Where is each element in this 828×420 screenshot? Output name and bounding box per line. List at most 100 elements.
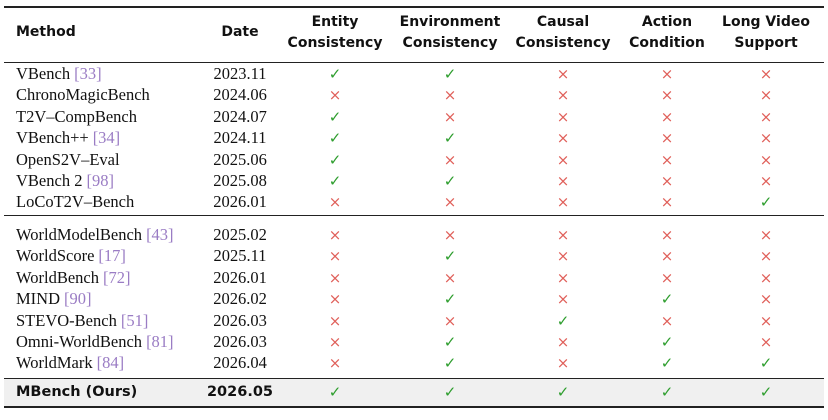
date-cell: 2026.01: [213, 192, 267, 212]
mark-cell: ✓: [759, 383, 773, 401]
date-cell: 2025.02: [213, 225, 267, 244]
mark-cell: ✓: [328, 65, 342, 83]
mark-cell: ×: [556, 193, 570, 212]
mark-cell: ✓: [328, 107, 342, 126]
column-header: Long Video Support: [706, 12, 826, 54]
mark-cell: ✓: [443, 129, 457, 148]
mark-cell: ×: [328, 268, 342, 287]
date-cell: 2025.08: [213, 171, 267, 190]
group-rule: [4, 215, 824, 216]
column-header: Method: [16, 22, 76, 43]
date-cell: 2026.01: [213, 267, 267, 287]
header-line: Consistency: [287, 35, 383, 51]
mark-cell: ×: [759, 333, 773, 351]
mark-cell: ×: [328, 354, 342, 373]
method-cell: WorldModelBench [43]: [16, 225, 174, 245]
top-rule: [4, 6, 824, 8]
method-name: WorldScore: [16, 246, 95, 266]
column-header: Action Condition: [607, 12, 727, 54]
method-cell: ChronoMagicBench: [16, 85, 150, 105]
date-cell: 2024.11: [213, 128, 267, 148]
mark-cell: ×: [759, 268, 773, 287]
date-cell: 2026.03: [213, 310, 267, 330]
method-name: Omni-WorldBench: [16, 332, 143, 351]
header-line: Condition: [629, 35, 705, 51]
mark-cell: ×: [660, 107, 674, 126]
date-cell: 2025.11: [213, 246, 267, 266]
method-name: WorldBench: [16, 267, 99, 287]
date-cell: 2025.06: [213, 149, 267, 169]
method-cell: VBench [33]: [16, 64, 102, 84]
column-header: Environment Consistency: [390, 12, 510, 54]
date-cell: 2024.07: [213, 106, 267, 126]
header-line: Date: [221, 24, 259, 40]
mark-cell: ×: [328, 333, 342, 351]
method-cell: VBench++ [34]: [16, 128, 120, 148]
mark-cell: ×: [660, 65, 674, 83]
header-line: Action: [641, 14, 693, 30]
mark-cell: ✓: [443, 65, 457, 83]
mark-cell: ×: [759, 86, 773, 105]
mark-cell: ×: [443, 150, 457, 169]
mark-cell: ×: [759, 107, 773, 126]
date-cell: 2024.06: [213, 85, 267, 105]
mark-cell: ×: [556, 172, 570, 190]
mark-cell: ×: [556, 333, 570, 351]
column-header: Entity Consistency: [275, 12, 395, 54]
mark-cell: ×: [759, 226, 773, 244]
mark-cell: ✓: [556, 383, 570, 401]
column-header: Date: [180, 22, 300, 43]
method-name: T2V–CompBench: [16, 106, 137, 126]
mark-cell: ×: [328, 247, 342, 266]
mark-cell: ×: [660, 129, 674, 148]
header-line: Causal: [536, 14, 590, 30]
mark-cell: ×: [443, 311, 457, 330]
mark-cell: ×: [759, 150, 773, 169]
header-rule: [4, 62, 824, 63]
mark-cell: ✓: [556, 311, 570, 330]
mark-cell: ×: [556, 65, 570, 83]
mark-cell: ✓: [443, 247, 457, 266]
method-name: VBench: [16, 64, 71, 83]
mark-cell: ×: [759, 290, 773, 309]
mark-cell: ✓: [443, 333, 457, 351]
header-line: Entity: [311, 14, 359, 30]
citation: [34]: [92, 128, 121, 148]
header-line: Support: [734, 35, 798, 51]
mark-cell: ×: [759, 65, 773, 83]
citation: [43]: [146, 225, 174, 244]
method-name: MBench (Ours): [16, 384, 138, 400]
date-cell: 2023.11: [213, 64, 267, 83]
mark-cell: ×: [556, 150, 570, 169]
mark-cell: ×: [759, 247, 773, 266]
mark-cell: ×: [759, 129, 773, 148]
mark-cell: ×: [660, 226, 674, 244]
mark-cell: ✓: [443, 354, 457, 373]
column-header: Causal Consistency: [503, 12, 623, 54]
mark-cell: ×: [556, 107, 570, 126]
mark-cell: ×: [660, 268, 674, 287]
mark-cell: ×: [443, 226, 457, 244]
method-name: MIND: [16, 289, 60, 309]
citation: [17]: [98, 246, 126, 266]
method-name: OpenS2V–Eval: [16, 149, 120, 169]
highlight-band: [4, 379, 824, 406]
method-cell: MBench (Ours): [16, 382, 137, 402]
method-name: ChronoMagicBench: [16, 85, 150, 105]
mark-cell: ×: [443, 268, 457, 287]
mark-cell: ×: [328, 86, 342, 105]
mark-cell: ×: [556, 290, 570, 309]
method-name: VBench++: [16, 128, 89, 148]
mark-cell: ✓: [443, 290, 457, 309]
mark-cell: ✓: [759, 354, 773, 373]
header-line: Consistency: [515, 35, 611, 51]
mark-cell: ×: [328, 311, 342, 330]
method-name: STEVO-Bench: [16, 310, 117, 330]
citation: [72]: [102, 267, 131, 287]
mark-cell: ×: [759, 311, 773, 330]
date-cell: 2026.03: [213, 332, 267, 351]
method-cell: Omni-WorldBench [81]: [16, 332, 174, 352]
citation: [81]: [146, 332, 174, 351]
method-cell: WorldScore [17]: [16, 246, 126, 266]
